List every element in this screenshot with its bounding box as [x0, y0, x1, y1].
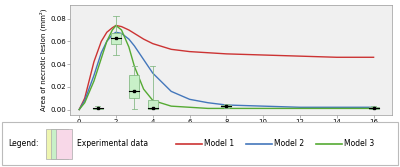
FancyBboxPatch shape — [2, 122, 398, 165]
Bar — [46, 129, 63, 159]
Bar — [148, 101, 158, 109]
Y-axis label: Area of necrotic lesion (mm²): Area of necrotic lesion (mm²) — [40, 9, 47, 111]
X-axis label: Time after CCl₄ administration (days): Time after CCl₄ administration (days) — [160, 128, 302, 137]
Bar — [368, 107, 379, 109]
Text: Experimental data: Experimental data — [77, 139, 148, 148]
Bar — [111, 33, 121, 44]
Text: Model 2: Model 2 — [274, 139, 304, 148]
Bar — [56, 129, 72, 159]
Text: Legend:: Legend: — [8, 139, 38, 148]
Text: Model 3: Model 3 — [344, 139, 374, 148]
Text: Model 1: Model 1 — [204, 139, 234, 148]
Bar — [92, 108, 103, 109]
Bar — [51, 129, 68, 159]
Bar — [129, 75, 140, 98]
Bar — [221, 105, 232, 107]
